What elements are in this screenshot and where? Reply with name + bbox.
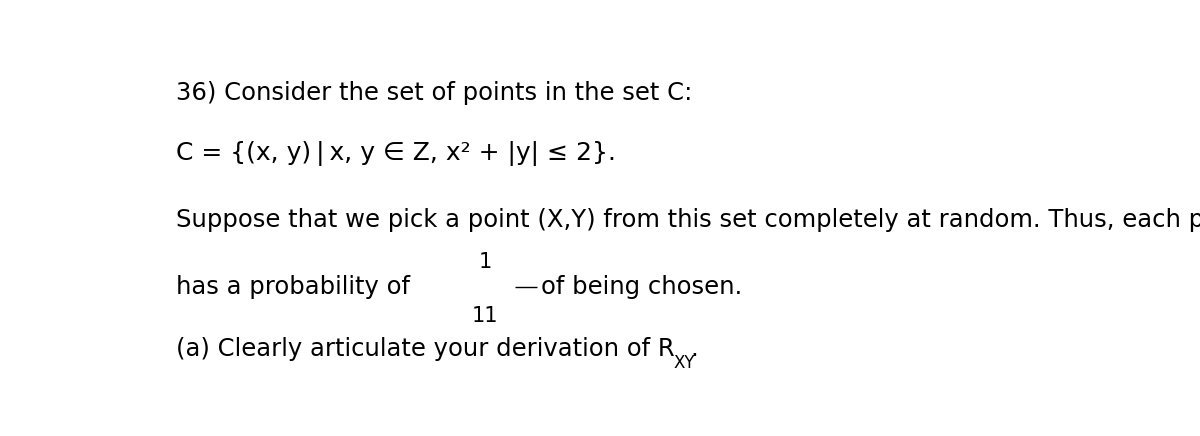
Text: Suppose that we pick a point (X,Y) from this set completely at random. Thus, eac: Suppose that we pick a point (X,Y) from … [176,208,1200,232]
Text: 36) Consider the set of points in the set C:: 36) Consider the set of points in the se… [176,81,692,105]
Text: XY: XY [673,354,695,372]
Text: .: . [691,337,698,361]
Text: 1: 1 [479,252,492,272]
Text: 11: 11 [472,306,498,326]
Text: (a) Clearly articulate your derivation of R: (a) Clearly articulate your derivation o… [176,337,674,361]
Text: has a probability of: has a probability of [176,275,418,300]
Text: of being chosen.: of being chosen. [540,275,742,300]
Text: C = {(x, y) | x, y ∈ Z, x² + |y| ≤ 2}.: C = {(x, y) | x, y ∈ Z, x² + |y| ≤ 2}. [176,140,616,166]
